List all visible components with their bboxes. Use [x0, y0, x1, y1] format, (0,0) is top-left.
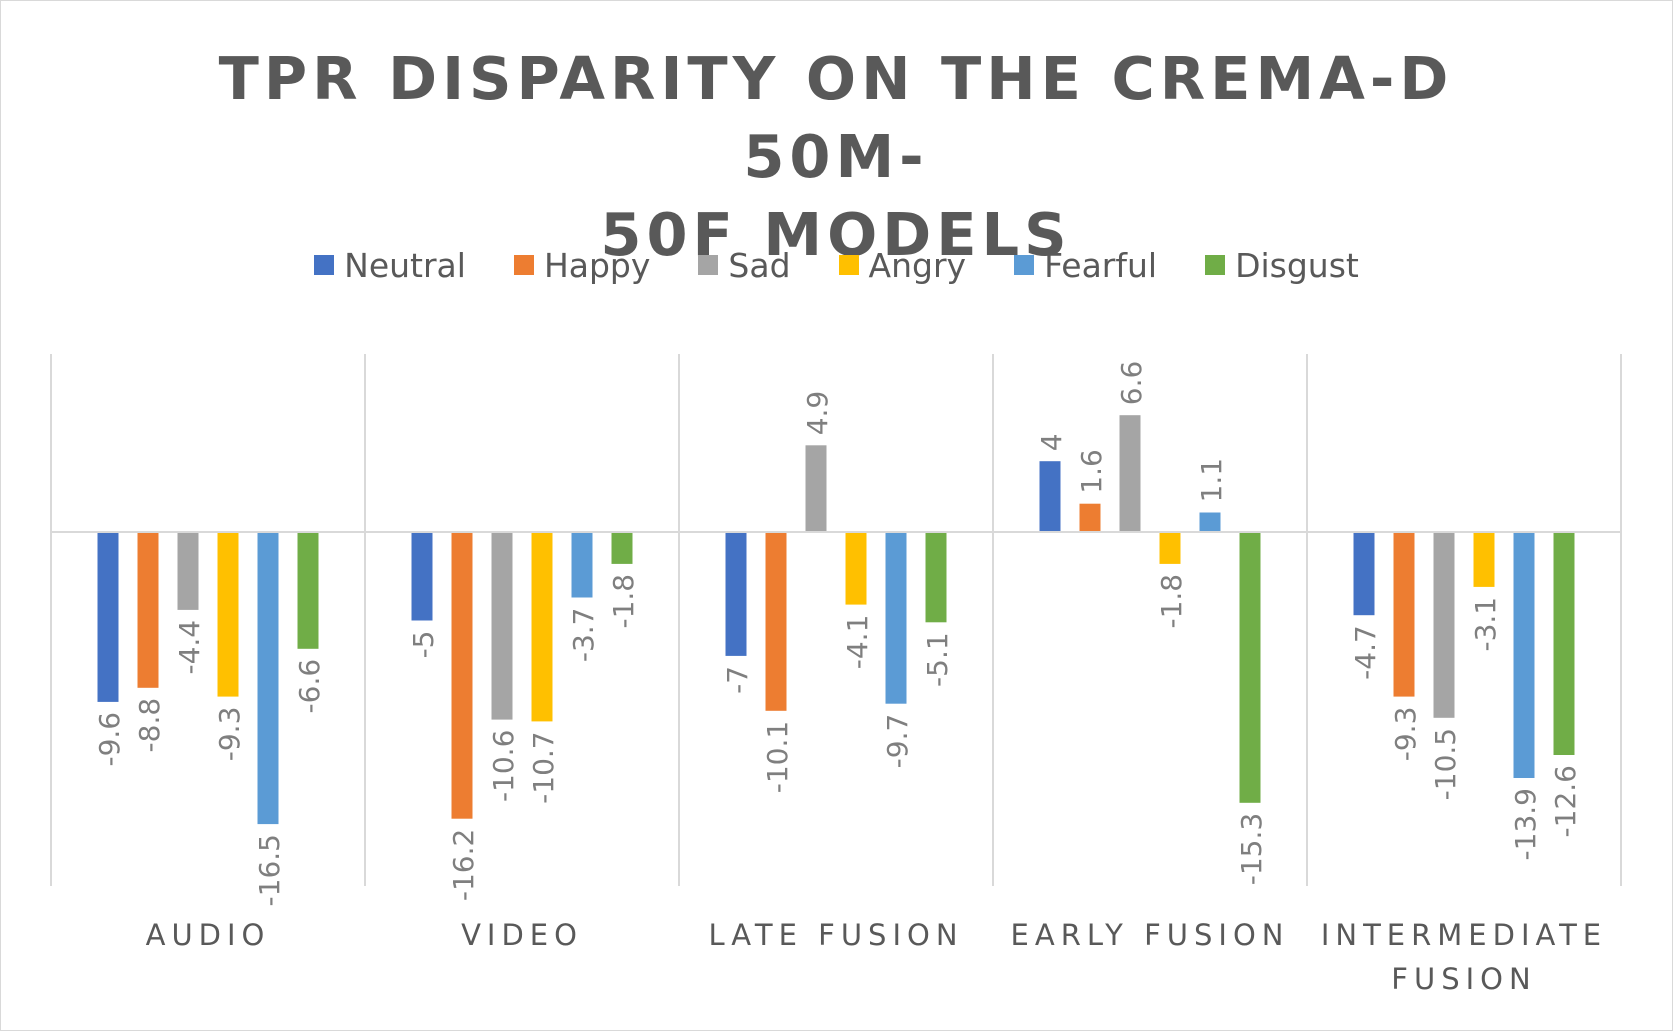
data-label-angry-3: -1.8 [1155, 574, 1188, 629]
bar-angry-0 [217, 532, 239, 697]
bar-happy-3 [1079, 503, 1101, 532]
legend-label-neutral: Neutral [344, 245, 466, 285]
legend-item-sad: Sad [698, 245, 791, 285]
bar-disgust-3 [1239, 532, 1261, 803]
data-label-fearful-2: -9.7 [881, 714, 914, 769]
data-label-neutral-3: 4 [1035, 433, 1068, 451]
legend-item-happy: Happy [513, 245, 651, 285]
bar-fearful-0 [257, 532, 279, 825]
data-label-neutral-1: -5 [407, 631, 440, 659]
chart-title-line-2: 50F MODELS [600, 200, 1072, 269]
data-label-happy-3: 1.6 [1075, 449, 1108, 494]
bar-neutral-3 [1039, 461, 1061, 532]
legend-item-angry: Angry [838, 245, 967, 285]
legend-swatch-neutral [314, 255, 335, 275]
data-label-angry-4: -3.1 [1469, 597, 1502, 652]
bar-sad-3 [1119, 415, 1141, 532]
bar-sad-2 [805, 445, 827, 532]
category-label-0: AUDIO [146, 918, 271, 952]
data-label-neutral-0: -9.6 [93, 712, 126, 767]
bar-neutral-0 [97, 532, 119, 702]
data-label-disgust-0: -6.6 [293, 659, 326, 714]
data-label-angry-0: -9.3 [213, 707, 246, 762]
data-label-fearful-4: -13.9 [1509, 788, 1542, 860]
data-label-sad-2: 4.9 [801, 391, 834, 436]
data-label-happy-1: -16.2 [447, 829, 480, 901]
data-label-angry-2: -4.1 [841, 615, 874, 670]
category-label-2: LATE FUSION [708, 918, 963, 952]
data-label-disgust-4: -12.6 [1549, 765, 1582, 837]
data-label-sad-3: 6.6 [1115, 361, 1148, 406]
bar-fearful-1 [571, 532, 593, 598]
data-label-disgust-2: -5.1 [921, 632, 954, 687]
data-label-sad-1: -10.6 [487, 730, 520, 802]
bar-neutral-4 [1353, 532, 1375, 616]
legend-item-neutral: Neutral [314, 246, 466, 285]
category-label-3: EARLY FUSION [1011, 918, 1290, 952]
bar-happy-4 [1393, 532, 1415, 697]
data-label-happy-0: -8.8 [133, 698, 166, 753]
bar-fearful-3 [1199, 512, 1221, 532]
chart-title: TPR DISPARITY ON THE CREMA-D 50M- 50F MO… [136, 40, 1536, 274]
bar-happy-2 [765, 532, 787, 711]
legend-label-happy: Happy [543, 245, 651, 285]
chart-legend: Neutral Happy Sad Angry Fearful Disgust [0, 242, 1673, 288]
bar-sad-4 [1433, 532, 1455, 718]
legend-swatch-fearful [1014, 255, 1035, 275]
bar-disgust-4 [1553, 532, 1575, 755]
data-label-fearful-0: -16.5 [253, 834, 286, 906]
legend-item-fearful: Fearful [1014, 246, 1157, 285]
data-label-happy-4: -9.3 [1389, 707, 1422, 762]
legend-label-fearful: Fearful [1044, 245, 1158, 285]
bar-sad-0 [177, 532, 199, 610]
legend-label-sad: Sad [728, 245, 791, 285]
data-label-happy-2: -10.1 [761, 721, 794, 793]
bar-disgust-2 [925, 532, 947, 623]
legend-swatch-sad [698, 255, 719, 275]
bar-happy-1 [451, 532, 473, 819]
bar-angry-2 [845, 532, 867, 605]
bar-disgust-0 [297, 532, 319, 649]
bar-neutral-2 [725, 532, 747, 656]
bar-sad-1 [491, 532, 513, 720]
chart-title-line-1: TPR DISPARITY ON THE CREMA-D 50M- [218, 44, 1454, 191]
category-label-4-line-0: INTERMEDIATE [1321, 918, 1607, 952]
legend-label-angry: Angry [868, 245, 967, 285]
data-label-angry-1: -10.7 [527, 731, 560, 803]
bar-angry-3 [1159, 532, 1181, 564]
data-label-disgust-1: -1.8 [607, 574, 640, 629]
bar-neutral-1 [411, 532, 433, 621]
legend-swatch-happy [513, 255, 534, 275]
data-label-neutral-2: -7 [721, 666, 754, 694]
category-label-1: VIDEO [461, 918, 583, 952]
data-label-sad-0: -4.4 [173, 620, 206, 675]
data-label-fearful-3: 1.1 [1195, 458, 1228, 503]
data-label-fearful-1: -3.7 [567, 608, 600, 663]
category-label-4-line-1: FUSION [1391, 962, 1536, 996]
bar-angry-1 [531, 532, 553, 722]
data-label-disgust-3: -15.3 [1235, 813, 1268, 885]
legend-item-disgust: Disgust [1205, 246, 1359, 285]
bar-fearful-4 [1513, 532, 1535, 778]
bar-disgust-1 [611, 532, 633, 564]
legend-label-disgust: Disgust [1235, 245, 1359, 285]
data-label-sad-4: -10.5 [1429, 728, 1462, 800]
data-label-neutral-4: -4.7 [1349, 625, 1382, 680]
legend-swatch-disgust [1205, 255, 1226, 275]
legend-swatch-angry [838, 255, 859, 275]
bar-angry-4 [1473, 532, 1495, 587]
bar-happy-0 [137, 532, 159, 688]
bar-fearful-2 [885, 532, 907, 704]
